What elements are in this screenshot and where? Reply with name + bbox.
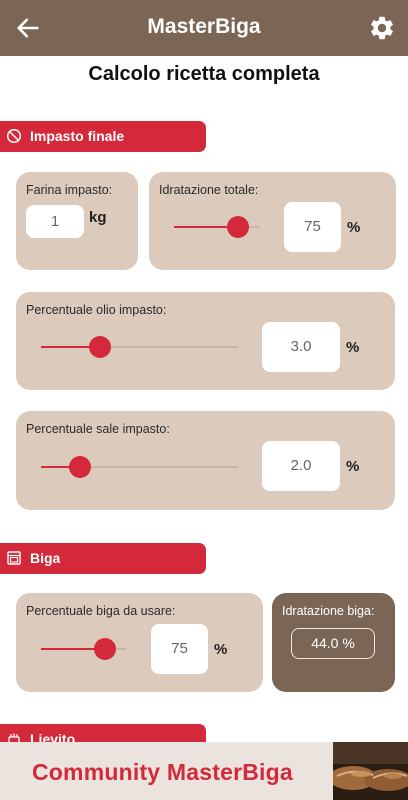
community-banner[interactable]: Community MasterBiga <box>0 742 408 800</box>
farina-input[interactable]: 1 <box>26 205 84 238</box>
arrow-left-icon[interactable] <box>14 14 42 42</box>
idratazione-totale-unit: % <box>347 219 361 236</box>
biga-percentuale-card: Percentuale biga da usare: 75 % <box>16 593 263 692</box>
biga-percentuale-unit: % <box>214 641 228 658</box>
section-header-impasto-finale: Impasto finale <box>0 121 206 152</box>
oven-icon <box>7 551 21 565</box>
slider-track <box>41 466 238 468</box>
slider-thumb[interactable] <box>69 456 92 478</box>
slider-fill <box>41 346 101 348</box>
farina-card: Farina impasto: 1 kg <box>16 172 138 270</box>
idratazione-totale-input[interactable]: 75 <box>284 202 341 252</box>
section-header-biga: Biga <box>0 543 206 574</box>
slider-thumb[interactable] <box>93 638 116 660</box>
slider-track <box>41 346 238 348</box>
farina-unit: kg <box>89 209 107 226</box>
sale-label: Percentuale sale impasto: <box>26 422 170 436</box>
olio-label: Percentuale olio impasto: <box>26 303 167 317</box>
bread-image <box>333 742 408 800</box>
slider-fill <box>174 226 238 228</box>
app-bar: MasterBiga <box>0 0 408 56</box>
sale-unit: % <box>346 458 360 475</box>
section-title: Biga <box>30 550 61 566</box>
biga-percentuale-input[interactable]: 75 <box>151 624 208 674</box>
idratazione-totale-label: Idratazione totale: <box>159 183 259 197</box>
slider-fill <box>41 648 105 650</box>
slider-thumb[interactable] <box>226 216 249 238</box>
idratazione-biga-label: Idratazione biga: <box>282 604 375 618</box>
olio-card: Percentuale olio impasto: 3.0 % <box>16 292 395 390</box>
idratazione-biga-value: 44.0 % <box>291 628 375 659</box>
no-meat-icon <box>6 128 22 144</box>
sale-input[interactable]: 2.0 <box>262 441 340 491</box>
olio-input[interactable]: 3.0 <box>262 322 340 372</box>
banner-text: Community MasterBiga <box>32 759 293 785</box>
slider-thumb[interactable] <box>89 336 112 358</box>
sale-card: Percentuale sale impasto: 2.0 % <box>16 411 395 510</box>
farina-label: Farina impasto: <box>26 183 113 197</box>
slider-fill <box>41 466 81 468</box>
idratazione-biga-card: Idratazione biga: 44.0 % <box>272 593 395 692</box>
page-title: Calcolo ricetta completa <box>88 63 320 85</box>
biga-percentuale-slider[interactable] <box>41 637 126 661</box>
app-title: MasterBiga <box>147 15 261 38</box>
biga-percentuale-label: Percentuale biga da usare: <box>26 604 176 618</box>
gear-icon[interactable] <box>368 14 396 42</box>
sale-slider[interactable] <box>41 455 238 479</box>
idratazione-totale-slider[interactable] <box>174 215 259 239</box>
idratazione-totale-card: Idratazione totale: 75 % <box>149 172 396 270</box>
section-title: Impasto finale <box>30 128 125 144</box>
olio-unit: % <box>346 339 360 356</box>
olio-slider[interactable] <box>41 335 238 359</box>
